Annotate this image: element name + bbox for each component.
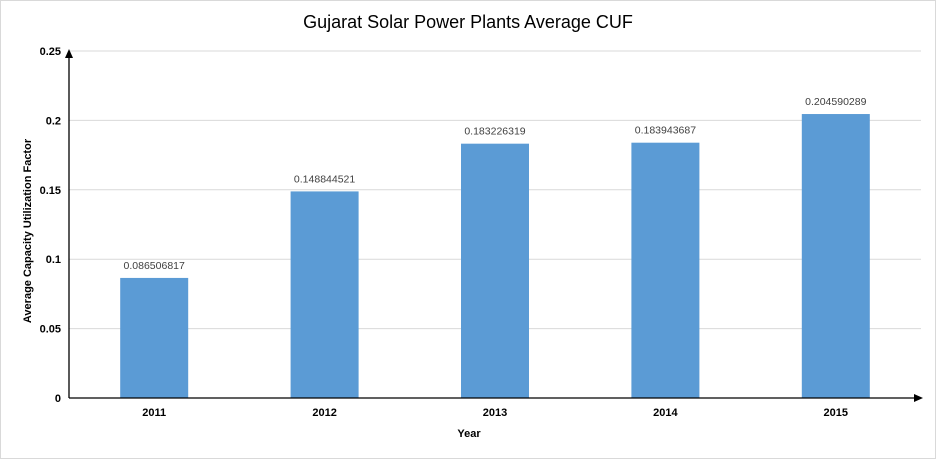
- bar: [461, 143, 529, 398]
- x-tick-label: 2015: [824, 407, 848, 419]
- y-tick-label: 0: [55, 393, 61, 405]
- chart-title: Gujarat Solar Power Plants Average CUF: [303, 12, 633, 32]
- y-axis-arrow: [65, 49, 73, 58]
- x-axis-arrow: [914, 394, 923, 402]
- x-tick-label: 2011: [142, 407, 166, 419]
- bar: [120, 277, 189, 398]
- bar: [801, 114, 870, 398]
- data-label: 0.183226319: [464, 126, 525, 138]
- x-tick-label: 2013: [483, 407, 507, 419]
- y-tick-label: 0.25: [40, 46, 61, 58]
- data-label: 0.183943687: [635, 125, 696, 137]
- data-label: 0.148844521: [294, 173, 355, 185]
- data-label: 0.204590289: [805, 96, 866, 108]
- y-tick-label: 0.05: [40, 324, 61, 336]
- data-label: 0.086506817: [124, 260, 185, 272]
- x-tick-label: 2014: [653, 407, 678, 419]
- bar: [290, 191, 359, 398]
- y-tick-label: 0.15: [40, 185, 61, 197]
- bar: [631, 142, 700, 398]
- y-tick-label: 0.2: [46, 115, 61, 127]
- x-axis-label: Year: [457, 428, 481, 440]
- x-tick-label: 2012: [312, 407, 336, 419]
- y-tick-label: 0.1: [46, 254, 61, 266]
